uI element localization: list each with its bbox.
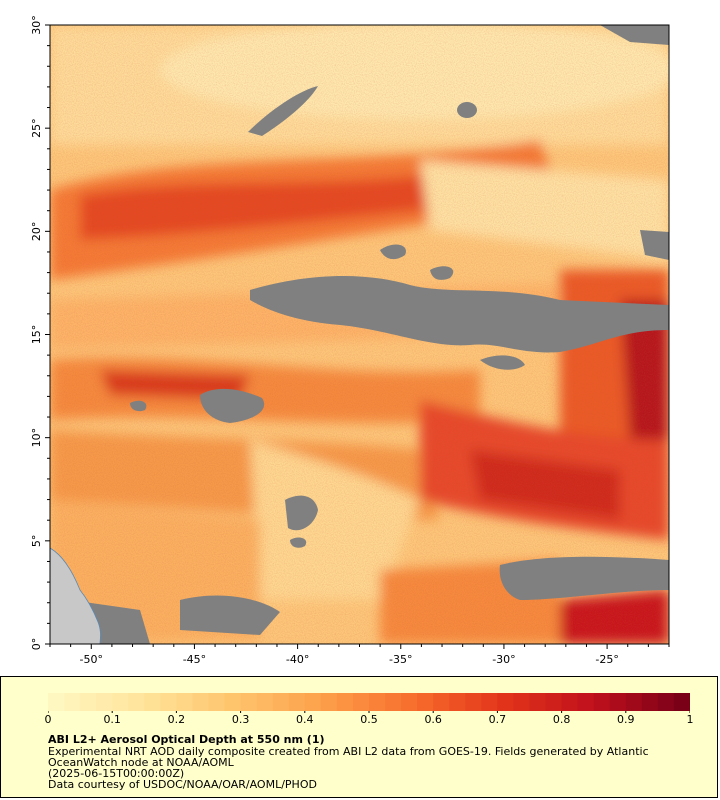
lat-tick-label: 30° [30, 15, 43, 35]
colorbar-tick-label: 0.6 [424, 713, 442, 726]
colorbar-segment [385, 693, 402, 711]
colorbar-segment [593, 693, 611, 711]
colorbar-tick-label: 1 [686, 713, 694, 726]
colorbar-segment [449, 693, 466, 711]
aod-map: -50° -45° -40° -35° -30° -25° 0° 5° 10° 15° 20° 25°… [30, 15, 670, 666]
legend-date: (2025-06-15T00:00:00Z) [48, 767, 185, 780]
colorbar-segment [577, 693, 595, 711]
colorbar-segment [176, 693, 194, 711]
colorbar-segment [673, 693, 690, 711]
colorbar-segment [641, 693, 659, 711]
colorbar-segment [657, 693, 675, 711]
colorbar-segment [369, 693, 386, 711]
legend-description-line2: OceanWatch node at NOAA/AOML [48, 756, 234, 769]
legend-description-line1: Experimental NRT AOD daily composite cre… [48, 745, 649, 758]
colorbar-segment [96, 693, 113, 711]
land-south-america [50, 547, 101, 644]
colorbar [48, 693, 690, 713]
axis-ticks: -50° -45° -40° -35° -30° -25° 0° 5° 10° 15° 20° 25°… [30, 15, 670, 666]
lon-tick-label: -35° [389, 653, 412, 666]
colorbar-segment [144, 693, 161, 711]
colorbar-tick-label: 0.1 [103, 713, 121, 726]
aod-field [50, 25, 669, 644]
colorbar-segment [112, 693, 129, 711]
colorbar-segment [80, 693, 97, 711]
lon-tick-label: -40° [286, 653, 309, 666]
colorbar-tick-label: 0.5 [360, 713, 378, 726]
colorbar-segment [272, 693, 290, 711]
colorbar-segment [288, 693, 306, 711]
colorbar-segment [465, 693, 482, 711]
colorbar-segment [401, 693, 418, 711]
colorbar-segment [625, 693, 643, 711]
colorbar-segment [192, 693, 210, 711]
colorbar-segment [529, 693, 547, 711]
colorbar-segment [320, 693, 338, 711]
lon-tick-label: -25° [595, 653, 618, 666]
legend-credit: Data courtesy of USDOC/NOAA/OAR/AOML/PHO… [48, 778, 317, 791]
colorbar-tick-label: 0 [44, 713, 52, 726]
lat-tick-label: 20° [30, 222, 43, 242]
colorbar-tick-label: 0.4 [296, 713, 314, 726]
colorbar-segment [417, 693, 434, 711]
colorbar-segment [352, 693, 370, 711]
colorbar-segment [240, 693, 258, 711]
colorbar-tick-label: 0.9 [617, 713, 635, 726]
colorbar-tick-label: 0.7 [488, 713, 507, 726]
colorbar-segment [224, 693, 242, 711]
colorbar-segment [497, 693, 515, 711]
lat-tick-label: 15° [30, 325, 43, 345]
colorbar-segment [304, 693, 322, 711]
map-area: -50° -45° -40° -35° -30° -25° 0° 5° 10° 15° 20° 25°… [30, 15, 670, 666]
lon-tick-label: -30° [492, 653, 515, 666]
colorbar-segment [561, 693, 579, 711]
lon-tick-label: -50° [80, 653, 103, 666]
colorbar-segment [336, 693, 354, 711]
lat-tick-label: 25° [30, 118, 43, 138]
colorbar-segment [433, 693, 450, 711]
lat-tick-label: 10° [30, 428, 43, 448]
colorbar-segment [128, 693, 145, 711]
colorbar-tick-label: 0.2 [167, 713, 186, 726]
no-data-regions [70, 25, 669, 644]
colorbar-segment [513, 693, 531, 711]
colorbar-segment [48, 693, 65, 711]
colorbar-segment [545, 693, 563, 711]
colorbar-segment [64, 693, 81, 711]
lon-tick-label: -45° [183, 653, 206, 666]
lat-tick-label: 0° [30, 638, 43, 651]
colorbar-tick-label: 0.3 [231, 713, 250, 726]
colorbar-segment [609, 693, 627, 711]
colorbar-segment [481, 693, 498, 711]
colorbar-tick-label: 0.8 [552, 713, 571, 726]
lat-tick-label: 5° [30, 535, 43, 548]
colorbar-segment [160, 693, 177, 711]
colorbar-segment [256, 693, 274, 711]
colorbar-segment [208, 693, 226, 711]
legend-title: ABI L2+ Aerosol Optical Depth at 550 nm … [48, 733, 325, 746]
legend-panel: 0 0.1 0.2 0.3 0.4 0.5 0.6 0.7 0.8 0.9 1 ABI L2+ Ae… [0, 676, 718, 798]
